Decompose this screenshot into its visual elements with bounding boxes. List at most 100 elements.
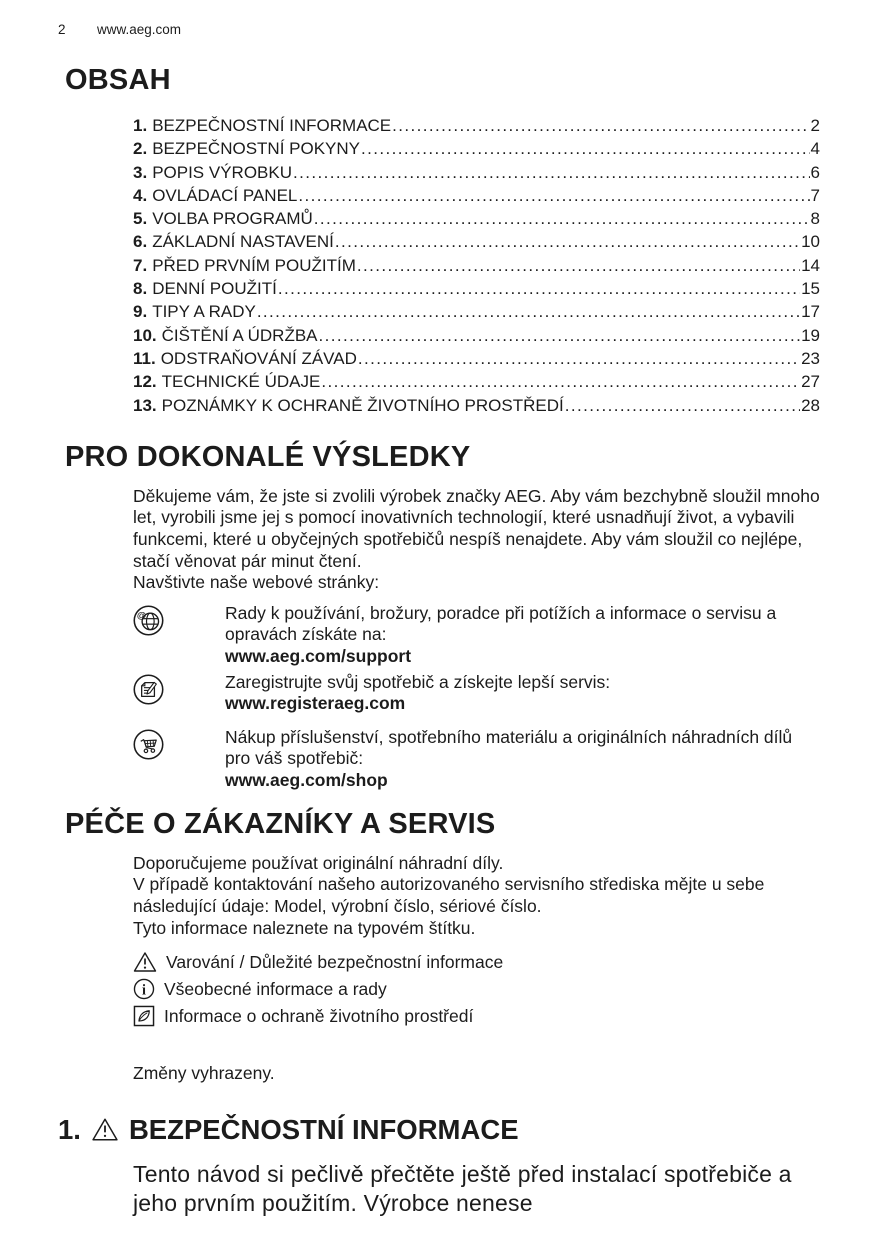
register-url[interactable]: www.registeraeg.com: [225, 693, 406, 714]
toc-leader-dots: [565, 394, 800, 417]
toc-entry-label: PŘED PRVNÍM POUŽITÍM: [152, 255, 356, 275]
shop-text: Nákup příslušenství, spotřebního materiá…: [225, 726, 793, 769]
toc-entry[interactable]: 11. ODSTRAŇOVÁNÍ ZÁVAD 23: [133, 347, 820, 370]
toc-leader-dots: [321, 370, 800, 393]
toc-entry-label: ČIŠTĚNÍ A ÚDRŽBA: [161, 325, 318, 345]
toc-entry-page: 7: [810, 185, 820, 205]
support-link-text: Rady k používání, brožury, poradce při p…: [225, 603, 820, 668]
symbol-legend: Varování / Důležité bezpečnostní informa…: [133, 949, 820, 1030]
toc-entry[interactable]: 3. POPIS VÝROBKU 6: [133, 161, 820, 184]
section-title-customer-care: PÉČE O ZÁKAZNÍKY A SERVIS: [65, 807, 496, 840]
toc-entry-number: 1.: [133, 116, 148, 135]
page-number: 2: [58, 22, 66, 37]
toc-entry[interactable]: 9. TIPY A RADY 17: [133, 300, 820, 323]
toc-entry[interactable]: 6. ZÁKLADNÍ NASTAVENÍ 10: [133, 230, 820, 253]
toc-entry-label: DENNÍ POUŽITÍ: [152, 279, 277, 299]
toc-entry-page: 28: [801, 395, 820, 415]
page-header: 2 www.aeg.com: [58, 22, 820, 38]
intro-paragraph: Děkujeme vám, že jste si zvolili výrobek…: [133, 485, 820, 571]
toc-entry[interactable]: 10. ČIŠTĚNÍ A ÚDRŽBA 19: [133, 324, 820, 347]
shop-url[interactable]: www.aeg.com/shop: [225, 769, 388, 790]
toc-leader-dots: [361, 137, 810, 160]
toc-entry-page: 4: [810, 139, 820, 159]
shop-link-row: Nákup příslušenství, spotřebního materiá…: [133, 727, 820, 792]
toc-entry-number: 10.: [133, 325, 157, 345]
support-url[interactable]: www.aeg.com/support: [225, 646, 412, 667]
globe-at-icon: @: [133, 603, 225, 668]
toc-entry[interactable]: 13. POZNÁMKY K OCHRANĚ ŽIVOTNÍHO PROSTŘE…: [133, 394, 820, 417]
toc-entry[interactable]: 8. DENNÍ POUŽITÍ 15: [133, 277, 820, 300]
toc-entry-label: ZÁKLADNÍ NASTAVENÍ: [152, 232, 334, 252]
shop-link-text: Nákup příslušenství, spotřebního materiá…: [225, 727, 820, 792]
toc-entry[interactable]: 2. BEZPEČNOSTNÍ POKYNY 4: [133, 137, 820, 160]
table-of-contents: 1. BEZPEČNOSTNÍ INFORMACE 2 2. BEZPEČNOS…: [133, 114, 820, 417]
toc-entry-page: 17: [801, 302, 820, 322]
care-line: V případě kontaktování našeho autorizova…: [133, 874, 765, 917]
toc-entry-label: TIPY A RADY: [152, 302, 256, 322]
toc-entry-label: POPIS VÝROBKU: [152, 162, 293, 182]
toc-entry-page: 14: [801, 255, 820, 275]
register-text: Zaregistrujte svůj spotřebič a získejte …: [225, 671, 611, 692]
chapter-heading-safety: 1. BEZPEČNOSTNÍ INFORMACE: [58, 1114, 820, 1146]
legend-row-warning: Varování / Důležité bezpečnostní informa…: [133, 949, 820, 976]
toc-leader-dots: [314, 207, 810, 230]
legend-row-info: i Všeobecné informace a rady: [133, 976, 820, 1003]
svg-text:i: i: [142, 983, 146, 999]
chapter-title: BEZPEČNOSTNÍ INFORMACE: [128, 1113, 519, 1145]
toc-entry-number: 5.: [133, 209, 148, 229]
info-icon: i: [133, 978, 155, 1000]
care-line: Doporučujeme používat originální náhradn…: [133, 852, 504, 873]
toc-entry-label: VOLBA PROGRAMŮ: [152, 209, 313, 229]
toc-entry[interactable]: 12. TECHNICKÉ ÚDAJE 27: [133, 370, 820, 393]
warning-icon: [91, 1117, 119, 1142]
toc-entry-label: POZNÁMKY K OCHRANĚ ŽIVOTNÍHO PROSTŘEDÍ: [161, 395, 564, 415]
toc-entry-page: 27: [801, 372, 820, 392]
toc-leader-dots: [298, 184, 809, 207]
chapter-number: 1.: [58, 1113, 81, 1145]
toc-entry-page: 15: [801, 279, 820, 299]
subject-to-change-note: Změny vyhrazeny.: [133, 1062, 275, 1083]
toc-entry-page: 8: [810, 209, 820, 229]
register-link-row: Zaregistrujte svůj spotřebič a získejte …: [133, 672, 820, 715]
toc-entry-number: 7.: [133, 255, 148, 275]
toc-leader-dots: [392, 114, 809, 137]
toc-entry-page: 6: [810, 162, 820, 182]
toc-leader-dots: [293, 161, 810, 184]
care-line: Tyto informace naleznete na typovém štít…: [133, 917, 476, 938]
toc-entry-number: 13.: [133, 395, 157, 415]
toc-entry-label: OVLÁDACÍ PANEL: [152, 185, 298, 205]
toc-entry-number: 6.: [133, 232, 148, 252]
toc-entry-page: 2: [810, 116, 820, 135]
toc-entry[interactable]: 4. OVLÁDACÍ PANEL 7: [133, 184, 820, 207]
toc-entry[interactable]: 1. BEZPEČNOSTNÍ INFORMACE 2: [133, 114, 820, 137]
legend-text: Všeobecné informace a rady: [164, 978, 387, 999]
support-link-row: @ Rady k používání, brožury, poradce při…: [133, 603, 820, 668]
svg-text:@: @: [137, 610, 146, 621]
toc-entry-number: 8.: [133, 279, 148, 299]
toc-leader-dots: [278, 277, 800, 300]
toc-entry-label: TECHNICKÉ ÚDAJE: [161, 372, 321, 392]
safety-lead-paragraph: Tento návod si pečlivě přečtěte ještě př…: [133, 1160, 792, 1217]
toc-entry-number: 4.: [133, 185, 148, 205]
toc-entry-number: 11.: [133, 348, 156, 368]
toc-entry-number: 3.: [133, 162, 148, 182]
toc-entry-number: 9.: [133, 302, 148, 322]
toc-entry-number: 12.: [133, 372, 157, 392]
site-url: www.aeg.com: [97, 22, 182, 37]
register-link-text: Zaregistrujte svůj spotřebič a získejte …: [225, 672, 820, 715]
warning-icon: [133, 951, 157, 973]
toc-leader-dots: [257, 300, 800, 323]
toc-entry-label: BEZPEČNOSTNÍ POKYNY: [152, 139, 361, 159]
visit-line: Navštivte naše webové stránky:: [133, 572, 380, 593]
toc-entry[interactable]: 7. PŘED PRVNÍM POUŽITÍM 14: [133, 254, 820, 277]
toc-leader-dots: [319, 324, 801, 347]
toc-entry[interactable]: 5. VOLBA PROGRAMŮ 8: [133, 207, 820, 230]
legend-row-environment: Informace o ochraně životního prostředí: [133, 1003, 820, 1030]
toc-entry-page: 23: [801, 348, 820, 368]
toc-leader-dots: [335, 230, 800, 253]
web-links: @ Rady k používání, brožury, poradce při…: [58, 603, 820, 792]
toc-entry-page: 10: [801, 232, 820, 252]
leaf-icon: [133, 1005, 155, 1027]
toc-title: OBSAH: [65, 64, 171, 96]
